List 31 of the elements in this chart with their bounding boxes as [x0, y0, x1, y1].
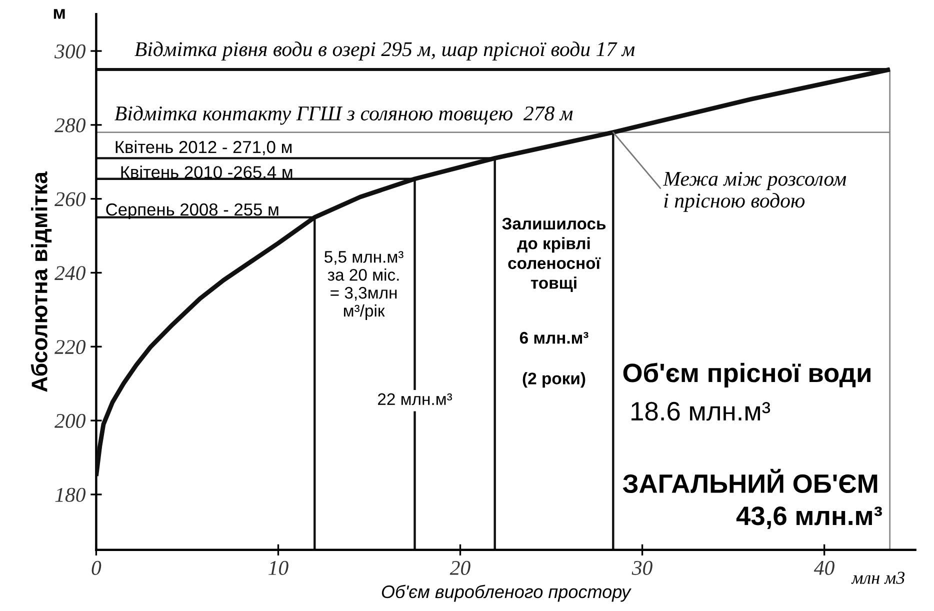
x-tick-label: 30 [632, 560, 652, 575]
annotation: Межа між розсолом і прісною водою [662, 172, 846, 212]
annotation: 18.6 млн.м³ [632, 402, 770, 421]
annotation: (2 роки) [522, 372, 586, 388]
annotation: Квітень 2012 - 271,0 м [116, 140, 292, 156]
annotation: Відмітка контакту ГГШ з соляною товщею 278 м [114, 106, 573, 125]
x-tick-label: 40 [814, 560, 834, 575]
y-tick-label: 180 [55, 488, 86, 502]
annotation: Квітень 2010 -265.4 м [121, 166, 292, 178]
annotation: Серпень 2008 - 255 м [106, 203, 278, 220]
annotation: 22 млн.м³ [378, 393, 452, 406]
x-tick-label: 0 [92, 560, 102, 575]
y-tick-label: 280 [54, 118, 86, 132]
y-tick-label: 260 [54, 192, 86, 206]
text: м [54, 9, 65, 19]
annotation: Об'єм прісної води [623, 362, 870, 388]
y-tick-label: 220 [54, 340, 86, 354]
y-tick-label: 200 [54, 414, 86, 428]
text: млн м3 [851, 572, 905, 584]
x-tick-label: 20 [450, 560, 470, 575]
x-axis-title: Об'єм виробленого простору [382, 584, 632, 602]
annotation: 5,5 млн.м³ за 20 міс. = 3,3млн м³/рік [324, 251, 404, 320]
y-tick-label: 300 [54, 44, 86, 58]
y-axis-title: Абсолютна відмітка [30, 171, 52, 392]
annotation: Залишилось до крівлі соленосної товщі [502, 218, 606, 292]
y-tick-label: 240 [54, 266, 86, 280]
annotation: Відмітка рівня води в озері 295 м, шар прісної води 17 м [134, 42, 635, 60]
x-tick-label: 10 [268, 560, 288, 575]
annotation: ЗАГАЛЬНИЙ ОБ'ЄМ [622, 468, 878, 494]
annotation: 43,6 млн.м³ [736, 506, 882, 530]
annotation: 6 млн.м³ [520, 332, 588, 344]
